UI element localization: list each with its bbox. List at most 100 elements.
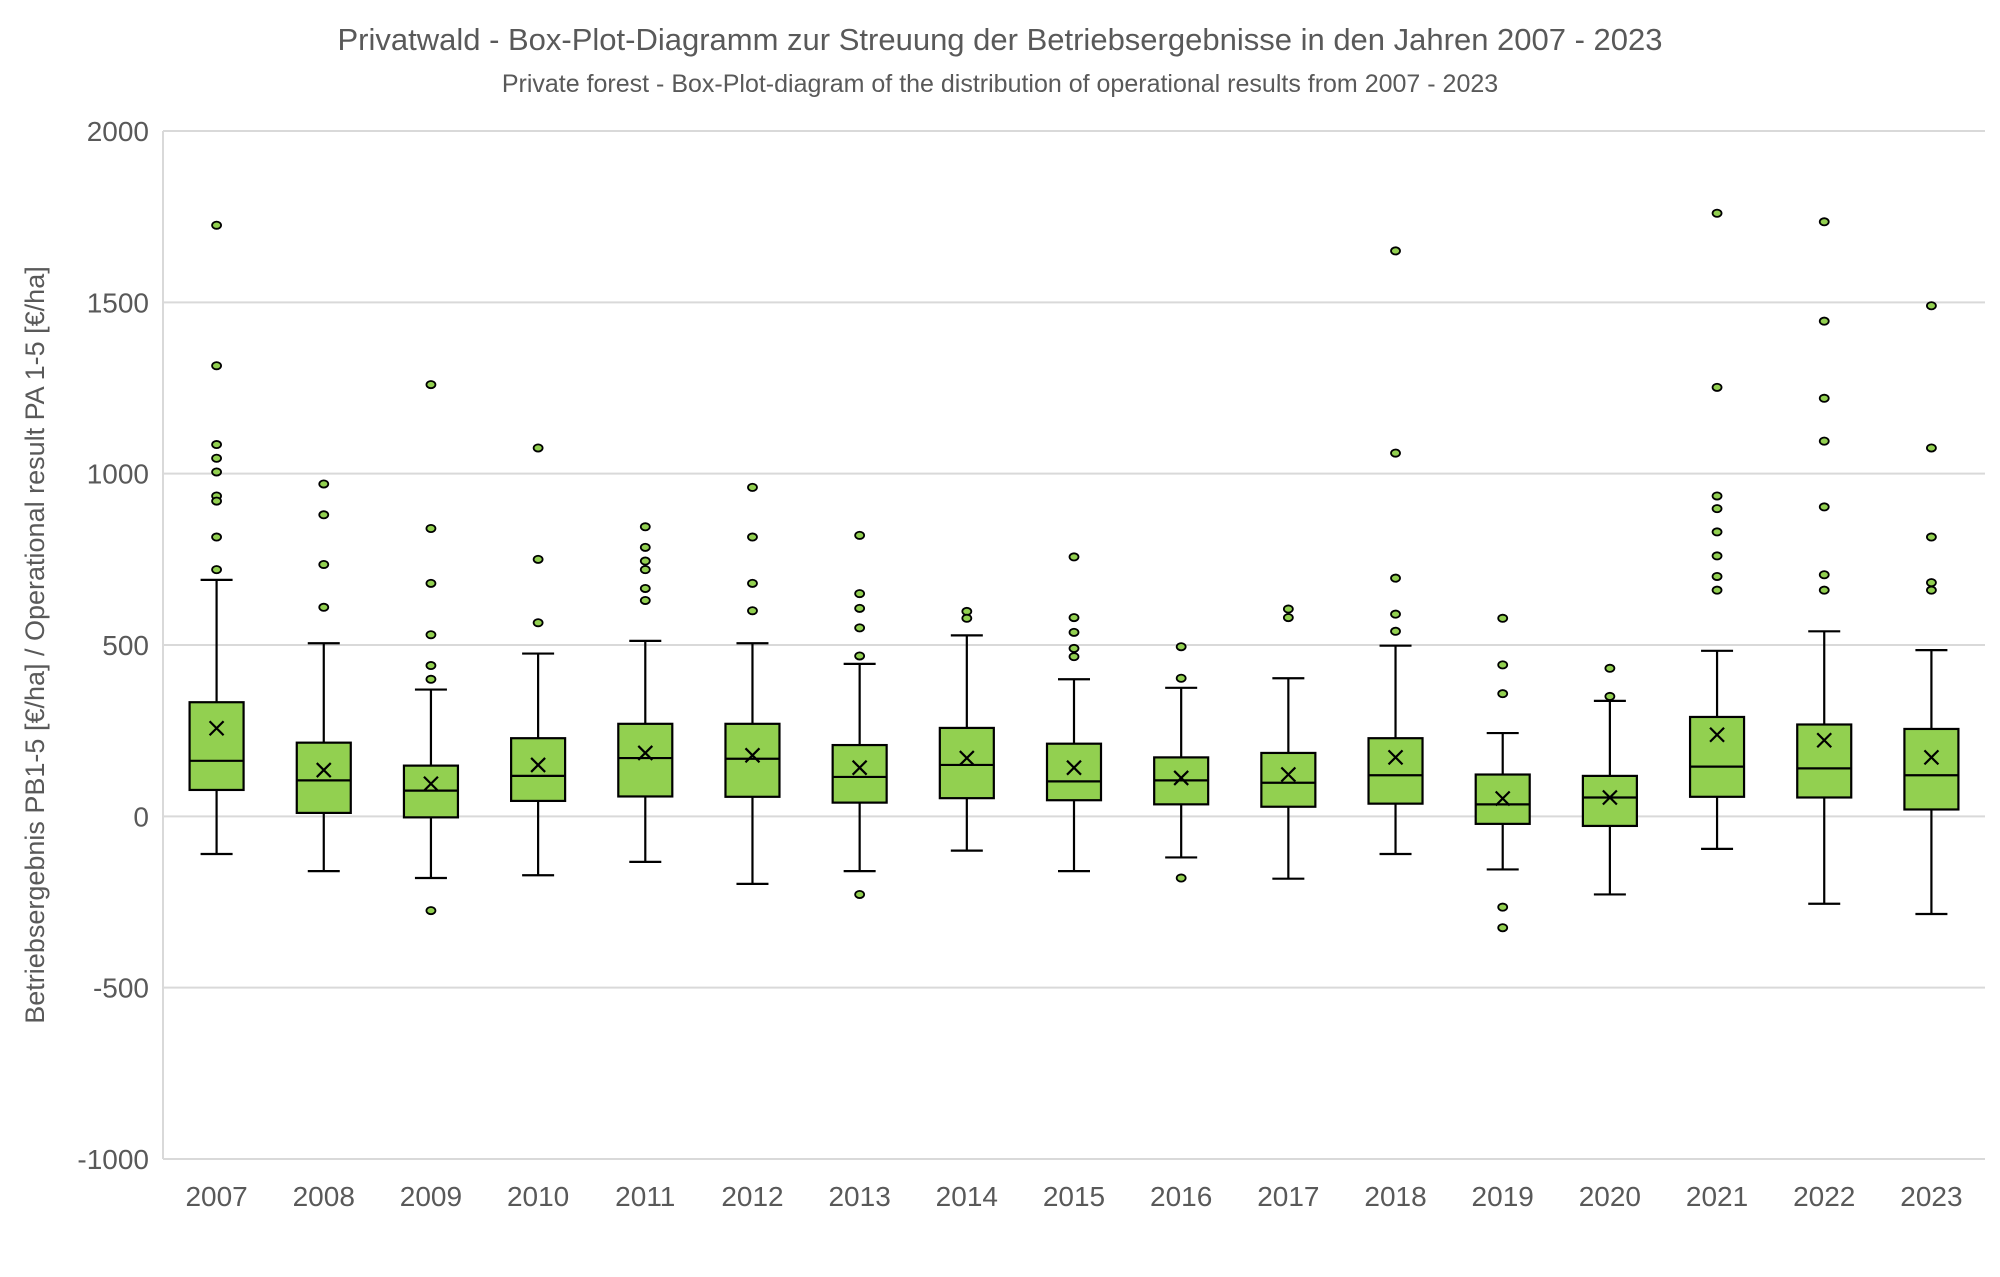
outlier-point <box>1175 673 1187 683</box>
outlier-point <box>211 467 222 477</box>
outlier-point <box>1390 448 1401 458</box>
box-2022 <box>1796 217 1853 905</box>
outlier-point <box>854 530 866 540</box>
outlier-point <box>211 440 222 450</box>
outlier-point <box>747 606 758 616</box>
iqr-box <box>510 737 567 803</box>
outlier-point <box>425 906 437 916</box>
x-tick-label: 2021 <box>1686 1181 1748 1212</box>
y-tick-label: -1000 <box>77 1144 149 1175</box>
x-tick-label: 2014 <box>936 1181 998 1212</box>
outlier-point <box>1711 571 1723 581</box>
outlier-point <box>1390 573 1401 583</box>
outlier-point <box>639 565 651 575</box>
x-tick-label: 2018 <box>1364 1181 1426 1212</box>
iqr-box <box>188 701 245 792</box>
outlier-point <box>1818 436 1830 446</box>
outlier-point <box>318 559 330 569</box>
outlier-point <box>1604 691 1616 701</box>
outlier-point <box>639 595 651 605</box>
mean-marker <box>1494 790 1511 807</box>
iqr-box <box>831 743 888 804</box>
box-2014 <box>938 606 995 852</box>
outlier-point <box>1818 502 1830 512</box>
outlier-point <box>747 482 758 492</box>
outlier-point <box>1711 382 1723 392</box>
outlier-point <box>211 361 222 371</box>
iqr-box <box>938 726 995 800</box>
outlier-point <box>1711 585 1723 595</box>
box-2016 <box>1153 642 1210 883</box>
outlier-point <box>425 674 437 684</box>
outlier-point <box>1926 585 1937 595</box>
outlier-point <box>747 578 758 588</box>
outlier-point <box>1818 393 1830 403</box>
outlier-point <box>1926 301 1937 311</box>
mean-marker <box>959 750 975 766</box>
outlier-point <box>1068 643 1080 653</box>
x-tick-label: 2017 <box>1257 1181 1319 1212</box>
outlier-point <box>1818 316 1830 326</box>
x-tick-label: 2009 <box>400 1181 462 1212</box>
box-2009 <box>402 380 460 916</box>
x-tick-label: 2019 <box>1472 1181 1534 1212</box>
mean-marker <box>1280 766 1297 783</box>
x-tick-label: 2010 <box>507 1181 569 1212</box>
outlier-point <box>425 630 437 640</box>
outlier-point <box>1282 613 1294 623</box>
box-2008 <box>295 479 352 873</box>
x-tick-label: 2013 <box>828 1181 890 1212</box>
box-2015 <box>1045 552 1103 873</box>
outlier-point <box>639 522 651 532</box>
outlier-point <box>1926 532 1937 542</box>
y-tick-label: 1000 <box>87 459 149 490</box>
x-tick-label: 2023 <box>1900 1181 1962 1212</box>
outlier-point <box>1497 660 1509 670</box>
x-tick-labels: 2007 2008 2009 2010 2011 2012 2013 2014 2015 2016… <box>185 1181 1962 1212</box>
mean-marker <box>1387 749 1404 766</box>
y-tick-label: -500 <box>93 973 149 1004</box>
mean-marker <box>315 762 332 778</box>
iqr-box <box>1581 774 1638 828</box>
box-2010 <box>510 443 567 877</box>
iqr-box <box>295 741 352 815</box>
box-2012 <box>724 482 781 885</box>
x-tick-label: 2020 <box>1579 1181 1641 1212</box>
outlier-point <box>211 532 222 542</box>
outlier-point <box>1926 578 1937 588</box>
x-tick-label: 2015 <box>1043 1181 1105 1212</box>
outlier-point <box>1711 527 1723 537</box>
outlier-point <box>425 523 437 533</box>
box-2017 <box>1260 604 1317 880</box>
outlier-point <box>1926 443 1937 453</box>
outlier-point <box>318 602 330 612</box>
outlier-point <box>1390 246 1401 256</box>
outlier-point <box>639 556 651 566</box>
outlier-point <box>1175 873 1187 883</box>
outlier-point <box>1175 642 1187 652</box>
box-2019 <box>1474 613 1531 933</box>
outlier-point <box>211 565 222 575</box>
box-2020 <box>1581 663 1638 896</box>
outlier-point <box>1497 613 1509 623</box>
outlier-point <box>1604 663 1616 673</box>
outlier-point <box>1818 217 1830 227</box>
mean-marker <box>744 747 761 764</box>
outlier-point <box>854 889 866 899</box>
outlier-point <box>1711 491 1723 501</box>
outlier-point <box>532 554 544 564</box>
box-2011 <box>617 522 674 864</box>
outlier-point <box>1711 551 1723 561</box>
outlier-point <box>1818 585 1830 595</box>
iqr-box <box>1367 737 1424 805</box>
mean-marker <box>1709 727 1725 743</box>
iqr-box <box>1903 727 1960 811</box>
y-tick-label: 2000 <box>87 116 149 147</box>
outlier-point <box>211 220 222 230</box>
iqr-box <box>1688 715 1746 798</box>
iqr-box <box>1260 751 1317 808</box>
outlier-point <box>1818 570 1830 580</box>
boxes <box>188 208 1960 933</box>
outlier-point <box>854 589 866 599</box>
